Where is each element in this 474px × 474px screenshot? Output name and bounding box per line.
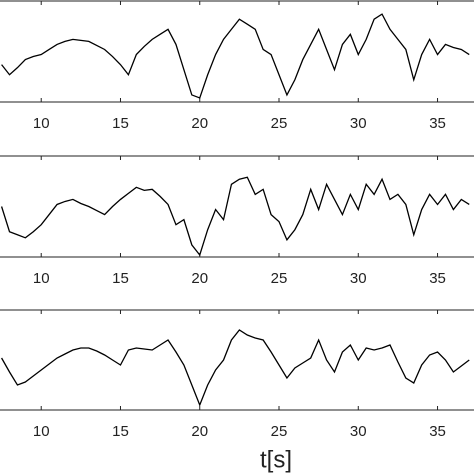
x-tick-label: 25 bbox=[271, 115, 288, 132]
x-tick-label: 30 bbox=[350, 115, 367, 132]
signal-line bbox=[0, 176, 470, 257]
x-tick-label: 30 bbox=[350, 423, 367, 440]
x-tick-label: 25 bbox=[271, 270, 288, 287]
x-tick-label: 20 bbox=[191, 115, 208, 132]
x-tick-label: 35 bbox=[429, 270, 446, 287]
x-tick-label: 20 bbox=[191, 423, 208, 440]
x-tick-label: 35 bbox=[429, 423, 446, 440]
x-tick-label: 15 bbox=[112, 270, 129, 287]
x-tick-label: 30 bbox=[350, 270, 367, 287]
x-tick-label: 10 bbox=[33, 115, 50, 132]
x-tick-label: 15 bbox=[112, 115, 129, 132]
x-tick-label: 10 bbox=[33, 423, 50, 440]
signal-line bbox=[1, 13, 470, 99]
x-tick-label: 25 bbox=[271, 423, 288, 440]
x-axis-label: t[s] bbox=[260, 446, 292, 473]
x-tick-label: 35 bbox=[429, 115, 446, 132]
x-tick-label: 10 bbox=[33, 270, 50, 287]
signal-line bbox=[1, 329, 470, 407]
x-tick-label: 15 bbox=[112, 423, 129, 440]
x-tick-label: 20 bbox=[191, 270, 208, 287]
